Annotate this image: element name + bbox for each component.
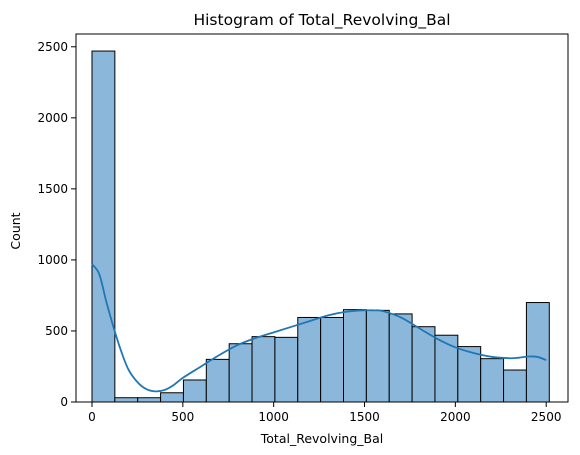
histogram-bar [160, 392, 184, 403]
y-axis-ticks: 0 500 1000 1500 2000 2500 [37, 40, 76, 409]
histogram-bar [457, 346, 482, 403]
x-axis-ticks: 0 500 1000 1500 2000 2500 [88, 402, 561, 424]
histogram-bar [274, 336, 299, 403]
chart-title: Histogram of Total_Revolving_Bal [193, 11, 450, 30]
x-tick-label: 1000 [258, 410, 289, 424]
y-tick-label: 1500 [37, 182, 68, 196]
histogram-bar [503, 369, 527, 403]
x-tick-label: 500 [171, 410, 194, 424]
histogram-bar [137, 397, 162, 403]
bars-group [91, 50, 550, 403]
y-tick-label: 500 [45, 324, 68, 338]
axes-frame [75, 33, 569, 403]
histogram-bar [365, 309, 390, 403]
histogram-bar [114, 397, 139, 403]
kde-line [91, 263, 547, 393]
x-tick-label: 2500 [531, 410, 562, 424]
histogram-bar [411, 326, 436, 403]
histogram-bar [320, 316, 345, 403]
plot-frame [75, 33, 569, 403]
y-tick-label: 2500 [37, 40, 68, 54]
histogram-bar [228, 343, 253, 403]
y-tick-label: 2000 [37, 111, 68, 125]
x-axis-label: Total_Revolving_Bal [260, 431, 383, 446]
y-axis-label: Count [8, 212, 23, 249]
histogram-bar [480, 358, 505, 403]
histogram-bar [205, 358, 230, 403]
x-tick-label: 1500 [349, 410, 380, 424]
y-tick-label: 1000 [37, 253, 68, 267]
histogram-bar [182, 379, 207, 403]
histogram-bar [434, 334, 459, 403]
histogram-bar [297, 316, 322, 403]
y-tick-label: 0 [60, 395, 68, 409]
histogram-bar [525, 302, 550, 403]
x-tick-label: 0 [88, 410, 96, 424]
histogram-bar [388, 313, 413, 403]
histogram-bar [343, 309, 367, 403]
x-tick-label: 2000 [440, 410, 471, 424]
histogram-bar [251, 336, 276, 403]
histogram-bar [91, 50, 116, 403]
